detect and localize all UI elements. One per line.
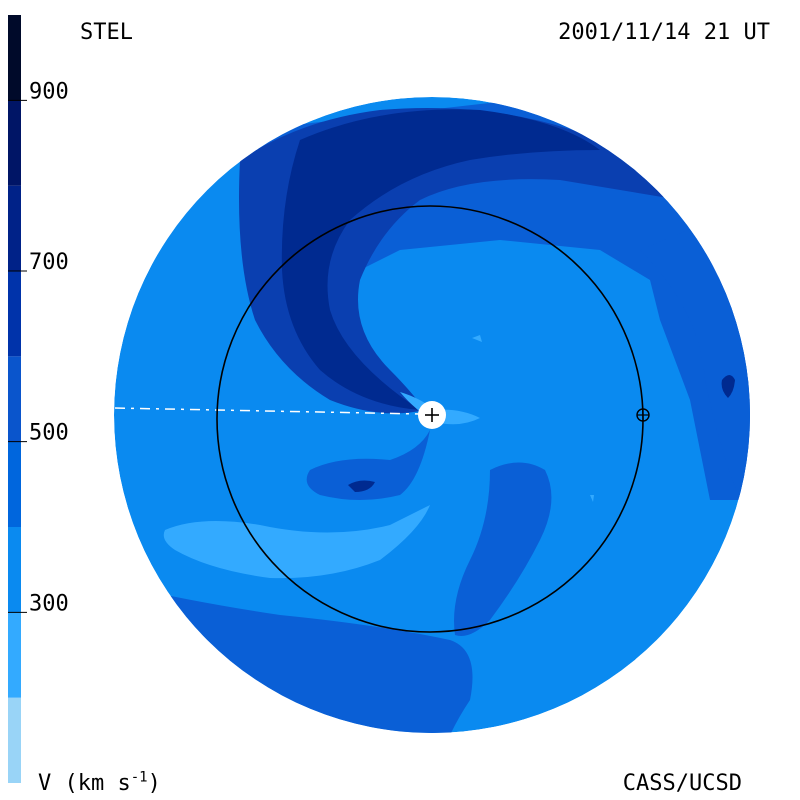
colorbar-band-2 [8, 527, 21, 613]
units-exponent: -1 [130, 769, 148, 786]
colorbar-tick-label-2: 500 [29, 421, 69, 446]
low-speed-spot-2 [590, 495, 594, 502]
low-speed-spot [472, 335, 482, 342]
colorbar-band-8 [8, 15, 21, 101]
high-speed-blob [348, 480, 375, 492]
colorbar-tick-label-1: 700 [29, 250, 69, 275]
low-speed-jet [400, 392, 480, 425]
units-label: V (km s-1) [38, 769, 161, 796]
high-speed-spot-east [721, 375, 735, 398]
colorbar-band-3 [8, 441, 21, 527]
colorbar-tick-label-0: 900 [29, 79, 69, 104]
low-speed-streamer [163, 505, 430, 579]
colorbar-band-6 [8, 185, 21, 271]
units-close: ) [147, 771, 161, 796]
colorbar-band-5 [8, 271, 21, 357]
mid-speed-lobe-west [306, 430, 430, 500]
mid-speed-region-south [454, 462, 552, 636]
earth-marker [636, 408, 650, 422]
colorbar: 900 700 500 300 [8, 15, 69, 783]
sun-marker [418, 401, 446, 429]
source-label: STEL [80, 20, 133, 45]
datetime-label: 2001/11/14 21 UT [558, 20, 770, 45]
colorbar-band-1 [8, 612, 21, 698]
colorbar-band-7 [8, 100, 21, 186]
units-main: V (km s [38, 771, 131, 796]
colorbar-band-4 [8, 356, 21, 442]
colorbar-band-0 [8, 697, 21, 783]
colorbar-tick-label-3: 300 [29, 591, 69, 616]
credit-label: CASS/UCSD [622, 771, 742, 796]
dashed-line [114, 407, 421, 415]
very-high-speed-core [281, 109, 600, 410]
